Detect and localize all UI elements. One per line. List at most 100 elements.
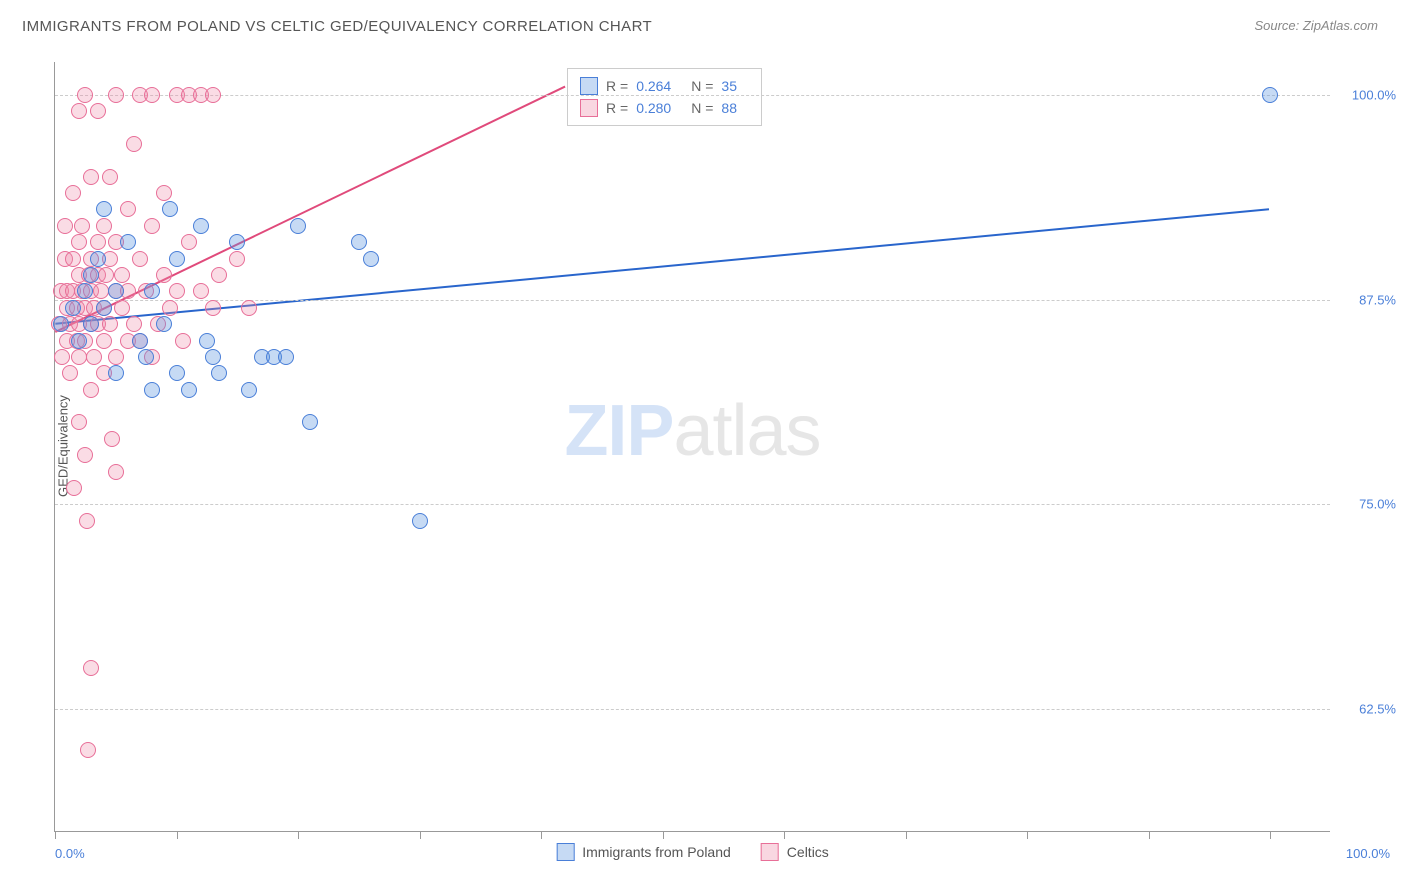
data-point xyxy=(205,300,221,316)
legend-label-2: Celtics xyxy=(787,844,829,860)
legend-swatch-blue-icon xyxy=(556,843,574,861)
series-2-n-value: 88 xyxy=(721,97,737,119)
stats-row-series-1: R = 0.264 N = 35 xyxy=(580,75,749,97)
y-tick-label: 87.5% xyxy=(1336,292,1396,307)
data-point xyxy=(181,382,197,398)
data-point xyxy=(74,218,90,234)
chart-title: IMMIGRANTS FROM POLAND VS CELTIC GED/EQU… xyxy=(22,18,652,35)
r-label: R = xyxy=(606,75,628,97)
x-tick xyxy=(663,831,664,839)
data-point xyxy=(132,251,148,267)
data-point xyxy=(126,136,142,152)
data-point xyxy=(53,316,69,332)
legend-swatch-pink-icon xyxy=(761,843,779,861)
data-point xyxy=(193,218,209,234)
data-point xyxy=(241,300,257,316)
data-point xyxy=(71,234,87,250)
trend-lines xyxy=(55,62,1330,831)
y-tick-label: 75.0% xyxy=(1336,497,1396,512)
data-point xyxy=(175,333,191,349)
x-tick xyxy=(1027,831,1028,839)
data-point xyxy=(71,333,87,349)
data-point xyxy=(65,300,81,316)
data-point xyxy=(83,169,99,185)
data-point xyxy=(98,267,114,283)
data-point xyxy=(162,300,178,316)
n-label: N = xyxy=(691,75,713,97)
data-point xyxy=(162,201,178,217)
data-point xyxy=(120,234,136,250)
series-2-r-value: 0.280 xyxy=(636,97,671,119)
watermark: ZIPatlas xyxy=(564,390,820,472)
data-point xyxy=(77,447,93,463)
grid-line xyxy=(55,504,1330,505)
data-point xyxy=(65,185,81,201)
data-point xyxy=(77,87,93,103)
series-1-swatch-icon xyxy=(580,77,598,95)
n-label: N = xyxy=(691,97,713,119)
legend-label-1: Immigrants from Poland xyxy=(582,844,731,860)
data-point xyxy=(229,251,245,267)
data-point xyxy=(144,382,160,398)
legend-item-2: Celtics xyxy=(761,843,829,861)
data-point xyxy=(114,267,130,283)
data-point xyxy=(302,414,318,430)
data-point xyxy=(62,365,78,381)
x-tick xyxy=(55,831,56,839)
data-point xyxy=(193,283,209,299)
data-point xyxy=(83,267,99,283)
data-point xyxy=(156,185,172,201)
data-point xyxy=(54,349,70,365)
scatter-chart: ZIPatlas R = 0.264 N = 35 R = 0.280 N = … xyxy=(54,62,1330,832)
data-point xyxy=(108,365,124,381)
data-point xyxy=(132,333,148,349)
data-point xyxy=(351,234,367,250)
data-point xyxy=(66,480,82,496)
y-tick-label: 100.0% xyxy=(1336,87,1396,102)
data-point xyxy=(181,234,197,250)
data-point xyxy=(156,316,172,332)
x-axis-max-label: 100.0% xyxy=(1346,846,1390,861)
legend: Immigrants from Poland Celtics xyxy=(556,843,829,861)
data-point xyxy=(156,267,172,283)
grid-line xyxy=(55,95,1330,96)
stats-row-series-2: R = 0.280 N = 88 xyxy=(580,97,749,119)
data-point xyxy=(412,513,428,529)
data-point xyxy=(278,349,294,365)
watermark-zip: ZIP xyxy=(564,391,673,471)
data-point xyxy=(144,87,160,103)
data-point xyxy=(86,349,102,365)
legend-item-1: Immigrants from Poland xyxy=(556,843,731,861)
data-point xyxy=(144,218,160,234)
correlation-stats-box: R = 0.264 N = 35 R = 0.280 N = 88 xyxy=(567,68,762,126)
data-point xyxy=(79,513,95,529)
data-point xyxy=(138,349,154,365)
data-point xyxy=(80,742,96,758)
data-point xyxy=(211,365,227,381)
data-point xyxy=(96,201,112,217)
data-point xyxy=(57,218,73,234)
data-point xyxy=(290,218,306,234)
data-point xyxy=(120,201,136,217)
data-point xyxy=(90,103,106,119)
data-point xyxy=(71,103,87,119)
data-point xyxy=(90,234,106,250)
data-point xyxy=(229,234,245,250)
x-tick xyxy=(1149,831,1150,839)
data-point xyxy=(96,218,112,234)
x-tick xyxy=(784,831,785,839)
series-2-swatch-icon xyxy=(580,99,598,117)
data-point xyxy=(96,300,112,316)
x-tick xyxy=(298,831,299,839)
data-point xyxy=(1262,87,1278,103)
data-point xyxy=(83,316,99,332)
series-1-n-value: 35 xyxy=(721,75,737,97)
data-point xyxy=(102,316,118,332)
data-point xyxy=(199,333,215,349)
data-point xyxy=(144,283,160,299)
data-point xyxy=(77,283,93,299)
x-tick xyxy=(541,831,542,839)
x-tick xyxy=(906,831,907,839)
data-point xyxy=(169,365,185,381)
x-tick xyxy=(1270,831,1271,839)
